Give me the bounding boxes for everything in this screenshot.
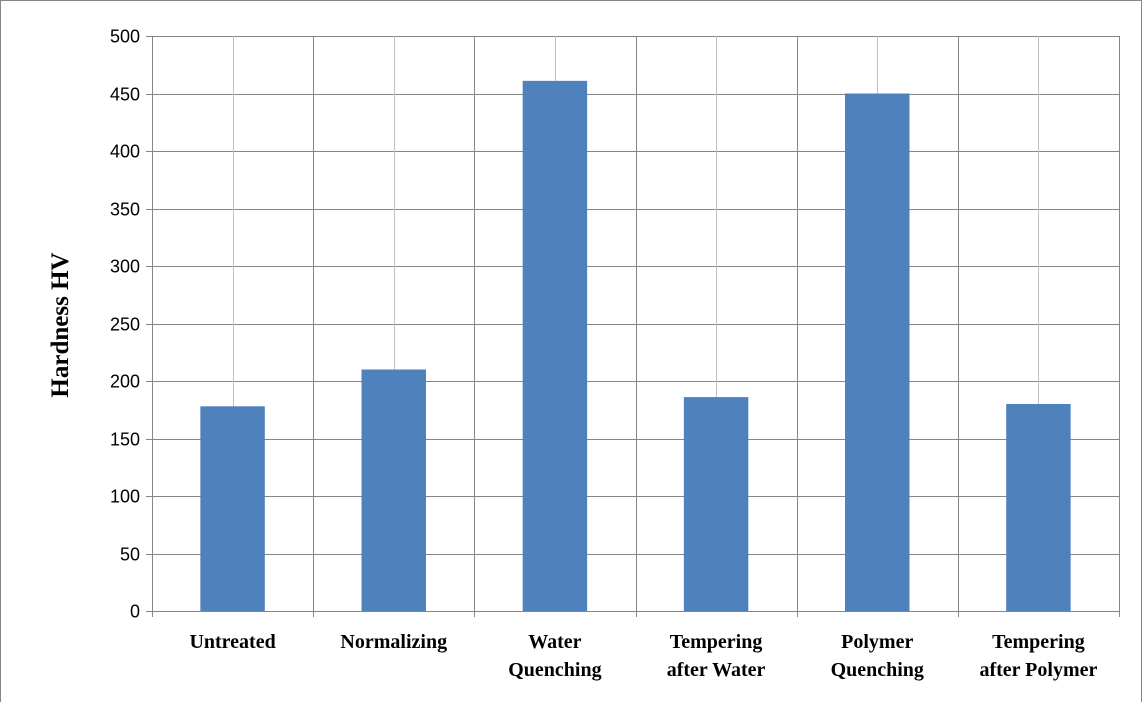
y-tick-labels: 0 50 100 150 200 250 300 350 400 450 500 bbox=[110, 27, 140, 622]
x-category-labels: Untreated Normalizing Water Quenching Temper… bbox=[189, 631, 1097, 681]
x-category-label: Untreated bbox=[189, 631, 275, 653]
y-tick-label: 100 bbox=[110, 487, 140, 507]
y-tick-label: 350 bbox=[110, 200, 140, 220]
bar bbox=[361, 369, 426, 611]
axes bbox=[146, 36, 1120, 617]
y-tick-label: 300 bbox=[110, 257, 140, 277]
x-category-label: Tempering after Polymer bbox=[979, 631, 1097, 681]
bar bbox=[845, 93, 910, 611]
y-axis-title: Hardness HV bbox=[47, 252, 74, 397]
y-tick-label: 200 bbox=[110, 372, 140, 392]
x-category-label: Polymer Quenching bbox=[831, 631, 924, 681]
y-tick-label: 450 bbox=[110, 85, 140, 105]
x-category-label: Tempering after Water bbox=[667, 631, 766, 681]
x-category-label: Normalizing bbox=[340, 631, 447, 653]
y-tick-label: 0 bbox=[130, 602, 140, 622]
y-tick-label: 250 bbox=[110, 315, 140, 335]
bar bbox=[683, 397, 749, 611]
grid-lines bbox=[152, 36, 1120, 611]
bars bbox=[200, 80, 1071, 612]
bar bbox=[200, 406, 265, 611]
x-category-label: Water Quenching bbox=[508, 631, 601, 681]
y-tick-label: 400 bbox=[110, 142, 140, 162]
bar bbox=[1006, 404, 1071, 611]
y-tick-label: 500 bbox=[110, 27, 140, 47]
bar bbox=[522, 80, 588, 612]
y-tick-label: 50 bbox=[120, 545, 140, 565]
y-tick-label: 150 bbox=[110, 430, 140, 450]
